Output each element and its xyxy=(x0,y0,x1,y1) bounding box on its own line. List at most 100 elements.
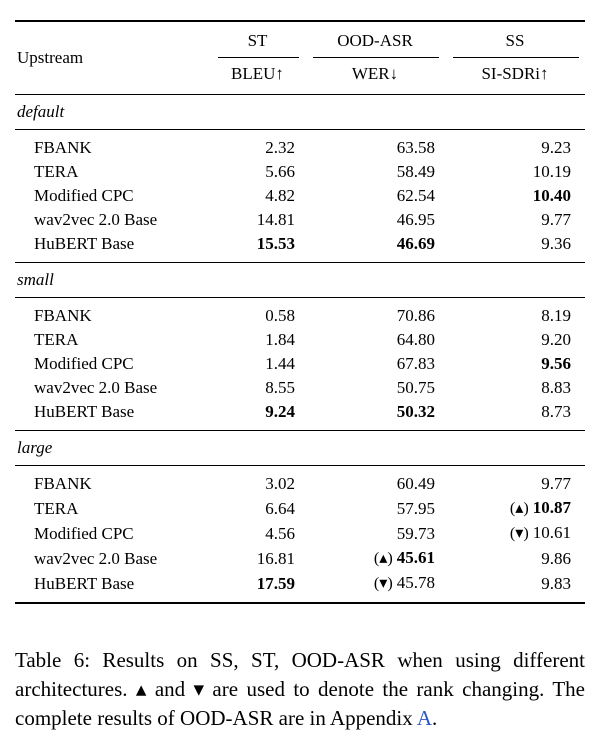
value-cell: 4.82 xyxy=(210,184,305,208)
section-label-row: small xyxy=(15,262,585,298)
value-cell: 1.84 xyxy=(210,328,305,352)
upstream-name-cell: wav2vec 2.0 Base xyxy=(34,210,158,229)
metric-value: 4.82 xyxy=(265,186,295,205)
section-label: large xyxy=(15,430,585,466)
metric-value: 9.23 xyxy=(541,138,571,157)
value-cell: 59.73 xyxy=(305,521,445,546)
table-row: FBANK 0.58 70.86 8.19 xyxy=(15,298,585,329)
table-row: wav2vec 2.0 Base 16.81 (▴) 45.61 9.86 xyxy=(15,546,585,571)
metric-header-wer: WER↓ xyxy=(305,58,445,95)
upstream-name-cell: FBANK xyxy=(34,306,92,325)
results-table: Upstream ST OOD-ASR SS BLEU↑ WER↓ SI-SDR… xyxy=(15,20,585,604)
value-cell: 5.66 xyxy=(210,160,305,184)
upstream-name-cell: HuBERT Base xyxy=(34,573,135,593)
table-body: default FBANK 2.32 63.58 9.23 TERA 5.66 58.49 10… xyxy=(15,94,585,604)
upstream-name-cell: Modified CPC xyxy=(34,186,134,205)
table-header: Upstream ST OOD-ASR SS BLEU↑ WER↓ SI-SDR… xyxy=(15,21,585,95)
value-cell: 9.86 xyxy=(445,546,585,571)
metric-value: 70.86 xyxy=(396,306,435,325)
value-cell: 60.49 xyxy=(305,466,445,497)
metric-value: 58.49 xyxy=(396,162,435,181)
value-cell: 9.36 xyxy=(445,232,585,263)
metric-value: 60.49 xyxy=(396,474,435,493)
metric-value: 62.54 xyxy=(396,186,435,205)
value-cell: 10.40 xyxy=(445,184,585,208)
value-cell: 3.02 xyxy=(210,466,305,497)
metric-value: 45.78 xyxy=(396,573,435,592)
rank-down-icon: (▾) xyxy=(509,525,533,542)
rank-down-icon: (▾) xyxy=(373,575,397,592)
metric-value: 9.77 xyxy=(541,474,571,493)
metric-value: 8.83 xyxy=(541,378,571,397)
metric-value: 9.24 xyxy=(265,402,295,421)
value-cell: 50.75 xyxy=(305,376,445,400)
value-cell: 9.56 xyxy=(445,352,585,376)
metric-value: 17.59 xyxy=(256,573,295,593)
table-row: Modified CPC 1.44 67.83 9.56 xyxy=(15,352,585,376)
value-cell: 8.19 xyxy=(445,298,585,329)
value-cell: 10.19 xyxy=(445,160,585,184)
appendix-a-link[interactable]: A xyxy=(416,706,433,730)
metric-value: 57.95 xyxy=(396,498,435,518)
section-label-row: default xyxy=(15,94,585,130)
value-cell: 46.69 xyxy=(305,232,445,263)
group-label-st: ST xyxy=(247,31,268,50)
value-cell: 17.59 xyxy=(210,571,305,603)
metric-value: 9.56 xyxy=(541,354,571,373)
metric-value: 3.02 xyxy=(265,474,295,493)
value-cell: 6.64 xyxy=(210,496,305,521)
value-cell: 16.81 xyxy=(210,546,305,571)
caption-text-before-link: Table 6: Results on SS, ST, OOD-ASR when… xyxy=(15,648,585,730)
table-row: TERA 1.84 64.80 9.20 xyxy=(15,328,585,352)
metric-value: 16.81 xyxy=(256,548,295,568)
table-row: wav2vec 2.0 Base 8.55 50.75 8.83 xyxy=(15,376,585,400)
table-row: Modified CPC 4.56 59.73 (▾) 10.61 xyxy=(15,521,585,546)
metric-value: 10.40 xyxy=(532,186,571,205)
value-cell: 50.32 xyxy=(305,400,445,431)
metric-header-si-sdri: SI-SDRi↑ xyxy=(445,58,585,95)
metric-value: 6.64 xyxy=(265,498,295,518)
table-row: FBANK 3.02 60.49 9.77 xyxy=(15,466,585,497)
metric-value: 50.75 xyxy=(396,378,435,397)
metric-value: 10.87 xyxy=(532,498,571,517)
metric-value: 10.61 xyxy=(532,523,571,542)
metric-value: 9.86 xyxy=(541,548,571,568)
paper-table-figure: Upstream ST OOD-ASR SS BLEU↑ WER↓ SI-SDR… xyxy=(15,20,585,733)
upstream-name-cell: Modified CPC xyxy=(34,523,134,543)
value-cell: 46.95 xyxy=(305,208,445,232)
value-cell: 1.44 xyxy=(210,352,305,376)
metric-value: 2.32 xyxy=(265,138,295,157)
section-label-row: large xyxy=(15,430,585,466)
value-cell: 8.73 xyxy=(445,400,585,431)
value-cell: 9.77 xyxy=(445,466,585,497)
value-cell: (▴) 45.61 xyxy=(305,546,445,571)
column-header-upstream: Upstream xyxy=(17,48,84,67)
metric-value: 8.19 xyxy=(541,306,571,325)
table-row: HuBERT Base 17.59 (▾) 45.78 9.83 xyxy=(15,571,585,603)
value-cell: 14.81 xyxy=(210,208,305,232)
rank-up-icon: (▴) xyxy=(373,550,397,567)
value-cell: 58.49 xyxy=(305,160,445,184)
column-group-ood-asr: OOD-ASR xyxy=(305,21,445,58)
upstream-name-cell: wav2vec 2.0 Base xyxy=(34,378,158,397)
value-cell: 70.86 xyxy=(305,298,445,329)
column-group-ss: SS xyxy=(445,21,585,58)
metric-value: 14.81 xyxy=(256,210,295,229)
table-row: wav2vec 2.0 Base 14.81 46.95 9.77 xyxy=(15,208,585,232)
table-caption: Table 6: Results on SS, ST, OOD-ASR when… xyxy=(15,646,585,733)
metric-value: 59.73 xyxy=(396,523,435,543)
table-row: HuBERT Base 9.24 50.32 8.73 xyxy=(15,400,585,431)
metric-header-bleu: BLEU↑ xyxy=(210,58,305,95)
metric-value: 1.84 xyxy=(265,330,295,349)
upstream-name-cell: TERA xyxy=(34,498,79,518)
metric-value: 9.77 xyxy=(541,210,571,229)
metric-value: 0.58 xyxy=(265,306,295,325)
value-cell: (▾) 10.61 xyxy=(445,521,585,546)
column-group-st: ST xyxy=(210,21,305,58)
metric-value: 46.69 xyxy=(396,234,435,253)
value-cell: (▴) 10.87 xyxy=(445,496,585,521)
table-row: HuBERT Base 15.53 46.69 9.36 xyxy=(15,232,585,263)
group-label-ood-asr: OOD-ASR xyxy=(337,31,413,50)
value-cell: 9.83 xyxy=(445,571,585,603)
section-label: default xyxy=(15,94,585,130)
